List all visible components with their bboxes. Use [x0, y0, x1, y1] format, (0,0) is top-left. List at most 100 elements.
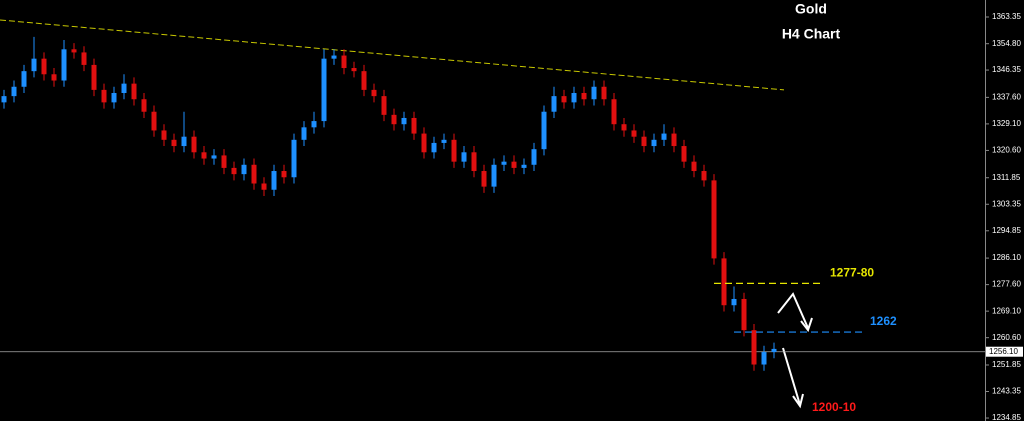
y-tick-label: 1320.60	[992, 146, 1021, 155]
y-tick-label: 1303.35	[992, 199, 1021, 208]
candle-body	[751, 330, 757, 365]
trendline	[0, 19, 785, 91]
candle-body	[101, 89, 107, 103]
y-tick-label: 1277.60	[992, 280, 1021, 289]
arrows	[777, 292, 813, 409]
candle-body	[21, 71, 27, 87]
arrow-head	[792, 393, 804, 409]
candle-body	[701, 171, 707, 181]
candle-body	[501, 161, 507, 165]
current-price-box	[986, 346, 1023, 357]
candle-body	[271, 171, 277, 190]
candle-body	[51, 74, 57, 81]
candle-body	[31, 58, 37, 72]
candle-body	[731, 298, 737, 306]
y-tick-label: 1337.60	[992, 92, 1021, 101]
candle-body	[341, 55, 347, 69]
candle-body	[311, 121, 317, 128]
candle-body	[81, 52, 87, 65]
candle-body	[681, 146, 687, 162]
candle-body	[611, 99, 617, 125]
candle-body	[321, 58, 327, 122]
candle-body	[711, 180, 717, 259]
level-label: 1262	[870, 314, 897, 328]
candle-body	[381, 96, 387, 115]
candle-body	[431, 142, 437, 153]
candle-body	[391, 114, 397, 125]
candle-body	[491, 164, 497, 187]
candle-body	[761, 352, 767, 365]
y-tick-label: 1286.10	[992, 253, 1021, 262]
candle-body	[1, 96, 7, 103]
candle-body	[181, 136, 187, 147]
candle-body	[11, 86, 17, 97]
arrow-path	[782, 347, 801, 406]
candle-body	[231, 167, 237, 175]
level-label: 1277-80	[830, 266, 874, 280]
y-tick-label: 1251.85	[992, 360, 1021, 369]
candle-body	[191, 136, 197, 153]
y-tick-label: 1329.10	[992, 119, 1021, 128]
y-tick-label: 1294.85	[992, 226, 1021, 235]
candle-body	[261, 183, 267, 190]
y-tick-label: 1260.60	[992, 333, 1021, 342]
candle-body	[91, 64, 97, 90]
candle-body	[371, 89, 377, 97]
candle-body	[551, 96, 557, 112]
candle-body	[631, 130, 637, 137]
candle-body	[541, 111, 547, 150]
candle-body	[591, 86, 597, 100]
candle-body	[71, 49, 77, 53]
arrow-path	[777, 292, 809, 329]
candle-body	[111, 93, 117, 103]
candle-body	[741, 298, 747, 331]
candle-body	[691, 161, 697, 172]
candle-body	[331, 55, 337, 59]
candle-body	[771, 348, 777, 353]
candle-body	[581, 93, 587, 100]
y-tick-label: 1363.35	[992, 12, 1021, 21]
candle-body	[131, 83, 137, 100]
candle-body	[141, 99, 147, 112]
candle-body	[201, 152, 207, 159]
candle-body	[411, 117, 417, 134]
candle-body	[291, 139, 297, 178]
candle-body	[211, 155, 217, 159]
candle-body	[511, 161, 517, 168]
candle-body	[461, 152, 467, 162]
candle-body	[121, 83, 127, 94]
arrow-head	[800, 317, 813, 333]
current-price-label: 1256.10	[989, 347, 1018, 356]
candle-body	[151, 111, 157, 131]
candle-body	[41, 58, 47, 75]
candle-body	[251, 164, 257, 184]
candle-body	[671, 133, 677, 147]
chart-title: Gold	[795, 1, 827, 17]
candle-body	[481, 171, 487, 187]
y-tick-label: 1243.35	[992, 387, 1021, 396]
y-tick-label: 1234.85	[992, 413, 1021, 421]
chart-subtitle: H4 Chart	[782, 26, 841, 42]
candle-body	[571, 93, 577, 103]
candle-body	[521, 164, 527, 168]
candle-body	[641, 136, 647, 147]
candle-body	[621, 124, 627, 131]
candle-body	[281, 171, 287, 178]
candle-body	[721, 258, 727, 306]
candle-body	[221, 155, 227, 168]
y-tick-label: 1269.10	[992, 306, 1021, 315]
candle-body	[661, 133, 667, 140]
candle-body	[301, 127, 307, 140]
candle-body	[241, 164, 247, 175]
y-tick-label: 1346.35	[992, 65, 1021, 74]
y-tick-label: 1354.80	[992, 39, 1021, 48]
candle-body	[401, 117, 407, 125]
candle-body	[651, 139, 657, 147]
candle-body	[361, 71, 367, 90]
candle-body	[471, 152, 477, 172]
candle-body	[61, 49, 67, 81]
candle-body	[561, 96, 567, 103]
